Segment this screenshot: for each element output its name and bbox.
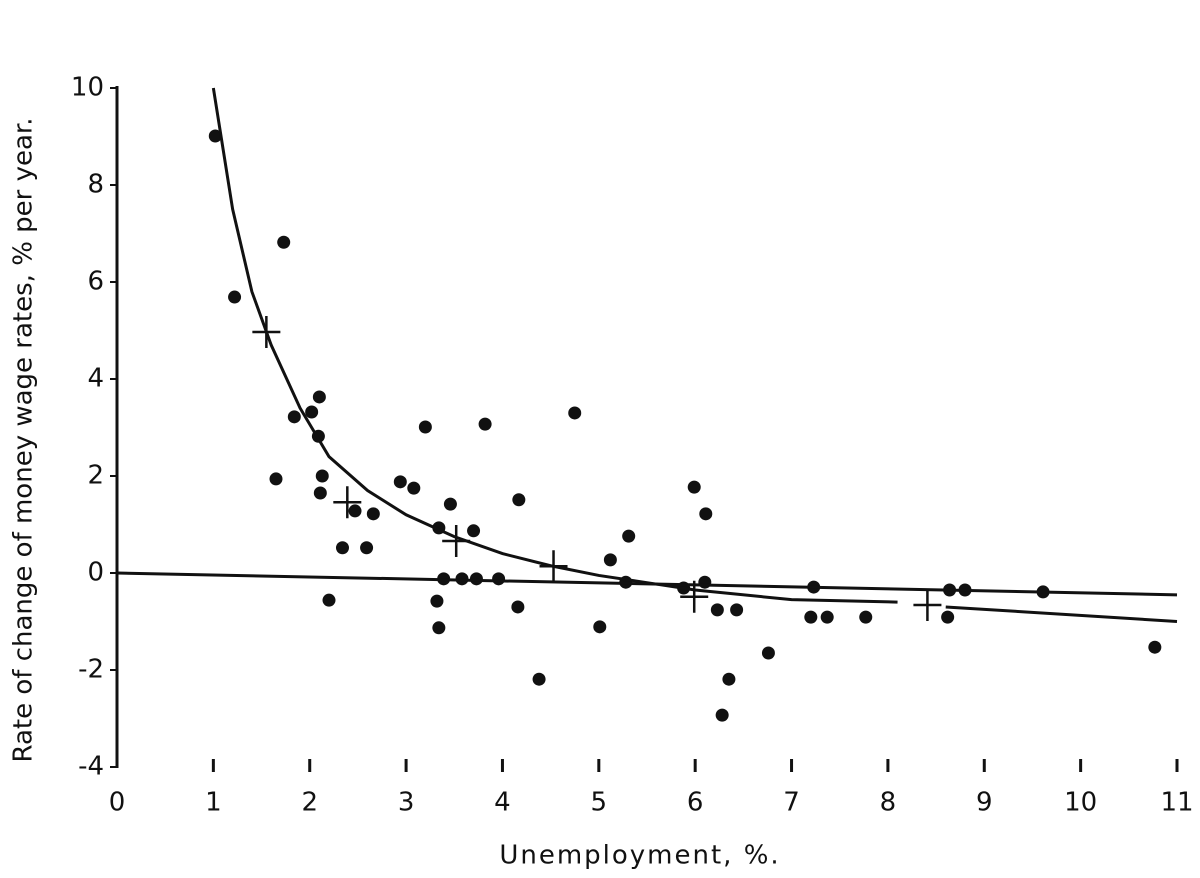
data-point bbox=[208, 129, 222, 143]
data-point bbox=[348, 504, 362, 518]
y-axis-label: Rate of change of money wage rates, % pe… bbox=[9, 118, 39, 763]
y-tick-label: 0 bbox=[87, 558, 104, 588]
data-point bbox=[322, 593, 336, 607]
x-tick-label: 10 bbox=[1064, 788, 1097, 818]
y-tick-label: -4 bbox=[78, 752, 104, 782]
curve bbox=[116, 571, 1178, 597]
y-tick-label: 2 bbox=[87, 461, 104, 491]
y-tick-label: 4 bbox=[87, 364, 104, 394]
x-tick-label: 5 bbox=[591, 788, 608, 818]
data-point bbox=[512, 493, 526, 507]
data-point bbox=[335, 541, 349, 555]
data-point bbox=[698, 575, 712, 589]
data-point bbox=[511, 600, 525, 614]
data-point bbox=[478, 417, 492, 431]
data-point bbox=[228, 290, 242, 304]
x-tick-label: 3 bbox=[398, 788, 415, 818]
curve bbox=[211, 87, 1178, 623]
data-point bbox=[287, 410, 301, 424]
data-point bbox=[443, 497, 457, 511]
fit-cross bbox=[333, 486, 362, 519]
data-point bbox=[467, 524, 481, 538]
data-point bbox=[622, 529, 636, 543]
data-point bbox=[715, 708, 729, 722]
y-tick-label: 6 bbox=[87, 267, 104, 297]
data-point bbox=[941, 610, 955, 624]
y-tick-label: 10 bbox=[71, 73, 104, 103]
data-point bbox=[710, 603, 724, 617]
data-point bbox=[730, 603, 744, 617]
data-point bbox=[603, 553, 617, 567]
x-tick-label: 11 bbox=[1160, 788, 1193, 818]
data-point bbox=[313, 486, 327, 500]
x-axis-label: Unemployment, %. bbox=[499, 841, 780, 871]
x-tick-label: 6 bbox=[687, 788, 704, 818]
data-point bbox=[360, 541, 374, 555]
data-point bbox=[687, 480, 701, 494]
x-tick-label: 0 bbox=[109, 788, 126, 818]
data-point bbox=[312, 390, 326, 404]
data-point bbox=[1148, 640, 1162, 654]
data-point bbox=[722, 672, 736, 686]
data-point bbox=[568, 406, 582, 420]
data-point bbox=[269, 472, 283, 486]
data-point bbox=[305, 405, 319, 419]
data-point bbox=[532, 672, 546, 686]
data-point bbox=[430, 594, 444, 608]
x-tick-label: 1 bbox=[205, 788, 222, 818]
x-tick-label: 7 bbox=[783, 788, 800, 818]
x-tick-label: 9 bbox=[976, 788, 993, 818]
x-tick-label: 8 bbox=[880, 788, 897, 818]
data-point bbox=[761, 646, 775, 660]
y-tick-label: -2 bbox=[78, 655, 104, 685]
data-point bbox=[804, 610, 818, 624]
y-tick-label: 8 bbox=[87, 170, 104, 200]
data-point bbox=[820, 610, 834, 624]
data-point bbox=[418, 420, 432, 434]
data-point bbox=[277, 235, 291, 249]
data-point bbox=[432, 621, 446, 635]
data-point bbox=[492, 572, 506, 586]
fit-cross bbox=[913, 589, 942, 622]
data-point bbox=[593, 620, 607, 634]
data-point bbox=[366, 507, 380, 521]
data-point bbox=[699, 507, 713, 521]
data-point bbox=[407, 481, 421, 495]
data-point bbox=[315, 469, 329, 483]
data-point bbox=[469, 572, 483, 586]
data-point bbox=[859, 610, 873, 624]
data-point bbox=[393, 475, 407, 489]
x-tick-label: 4 bbox=[494, 788, 511, 818]
x-tick-label: 2 bbox=[301, 788, 318, 818]
